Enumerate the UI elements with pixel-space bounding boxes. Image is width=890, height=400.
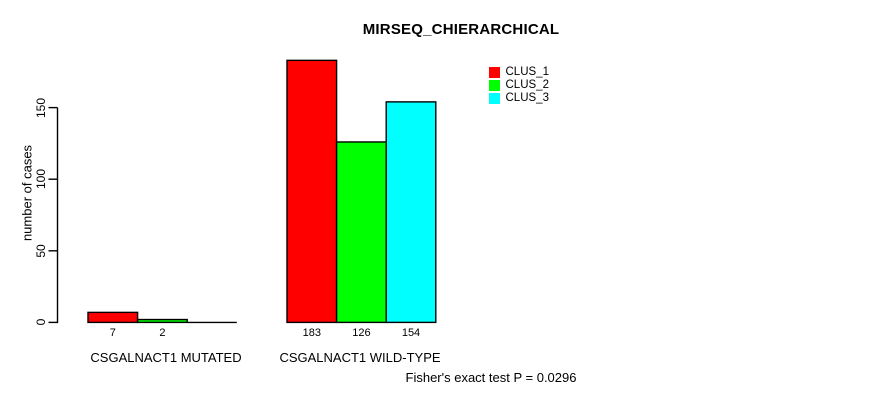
legend-label: CLUS_2 bbox=[505, 79, 549, 91]
bar-clus_3-group2 bbox=[385, 101, 437, 324]
legend-item: CLUS_1 bbox=[489, 66, 549, 79]
x-category-label-wildtype: CSGALNACT1 WILD-TYPE bbox=[279, 350, 441, 365]
y-tick-label: 150 bbox=[34, 97, 48, 118]
y-tick-label: 50 bbox=[34, 244, 48, 258]
legend-swatch-clus_2 bbox=[489, 80, 500, 91]
x-category-label-mutated: CSGALNACT1 MUTATED bbox=[90, 350, 242, 365]
legend: CLUS_1 CLUS_2 CLUS_3 bbox=[489, 66, 549, 105]
legend-item: CLUS_2 bbox=[489, 79, 549, 92]
bar-value-label: 7 bbox=[109, 326, 116, 339]
legend-swatch-clus_1 bbox=[489, 67, 500, 78]
legend-label: CLUS_1 bbox=[505, 66, 549, 78]
bar-value-label: 2 bbox=[159, 326, 166, 339]
bar-clus_2-group1 bbox=[136, 318, 188, 324]
legend-swatch-clus_3 bbox=[489, 93, 500, 104]
bar-clus_1-group1 bbox=[87, 311, 139, 324]
bar-value-label: 183 bbox=[302, 326, 321, 339]
legend-label: CLUS_3 bbox=[505, 92, 549, 104]
y-tick-label: 100 bbox=[34, 169, 48, 190]
bar-value-label: 126 bbox=[352, 326, 371, 339]
bar-clus_1-group2 bbox=[286, 59, 338, 324]
bar-value-label: 154 bbox=[401, 326, 421, 339]
legend-item: CLUS_3 bbox=[489, 92, 549, 105]
bar-clus_2-group2 bbox=[335, 141, 387, 324]
chart-title: MIRSEQ_CHIERARCHICAL bbox=[362, 21, 560, 38]
footnote-text: Fisher's exact test P = 0.0296 bbox=[405, 370, 577, 385]
y-axis-label: number of cases bbox=[19, 144, 35, 242]
y-tick-label: 0 bbox=[34, 319, 48, 326]
